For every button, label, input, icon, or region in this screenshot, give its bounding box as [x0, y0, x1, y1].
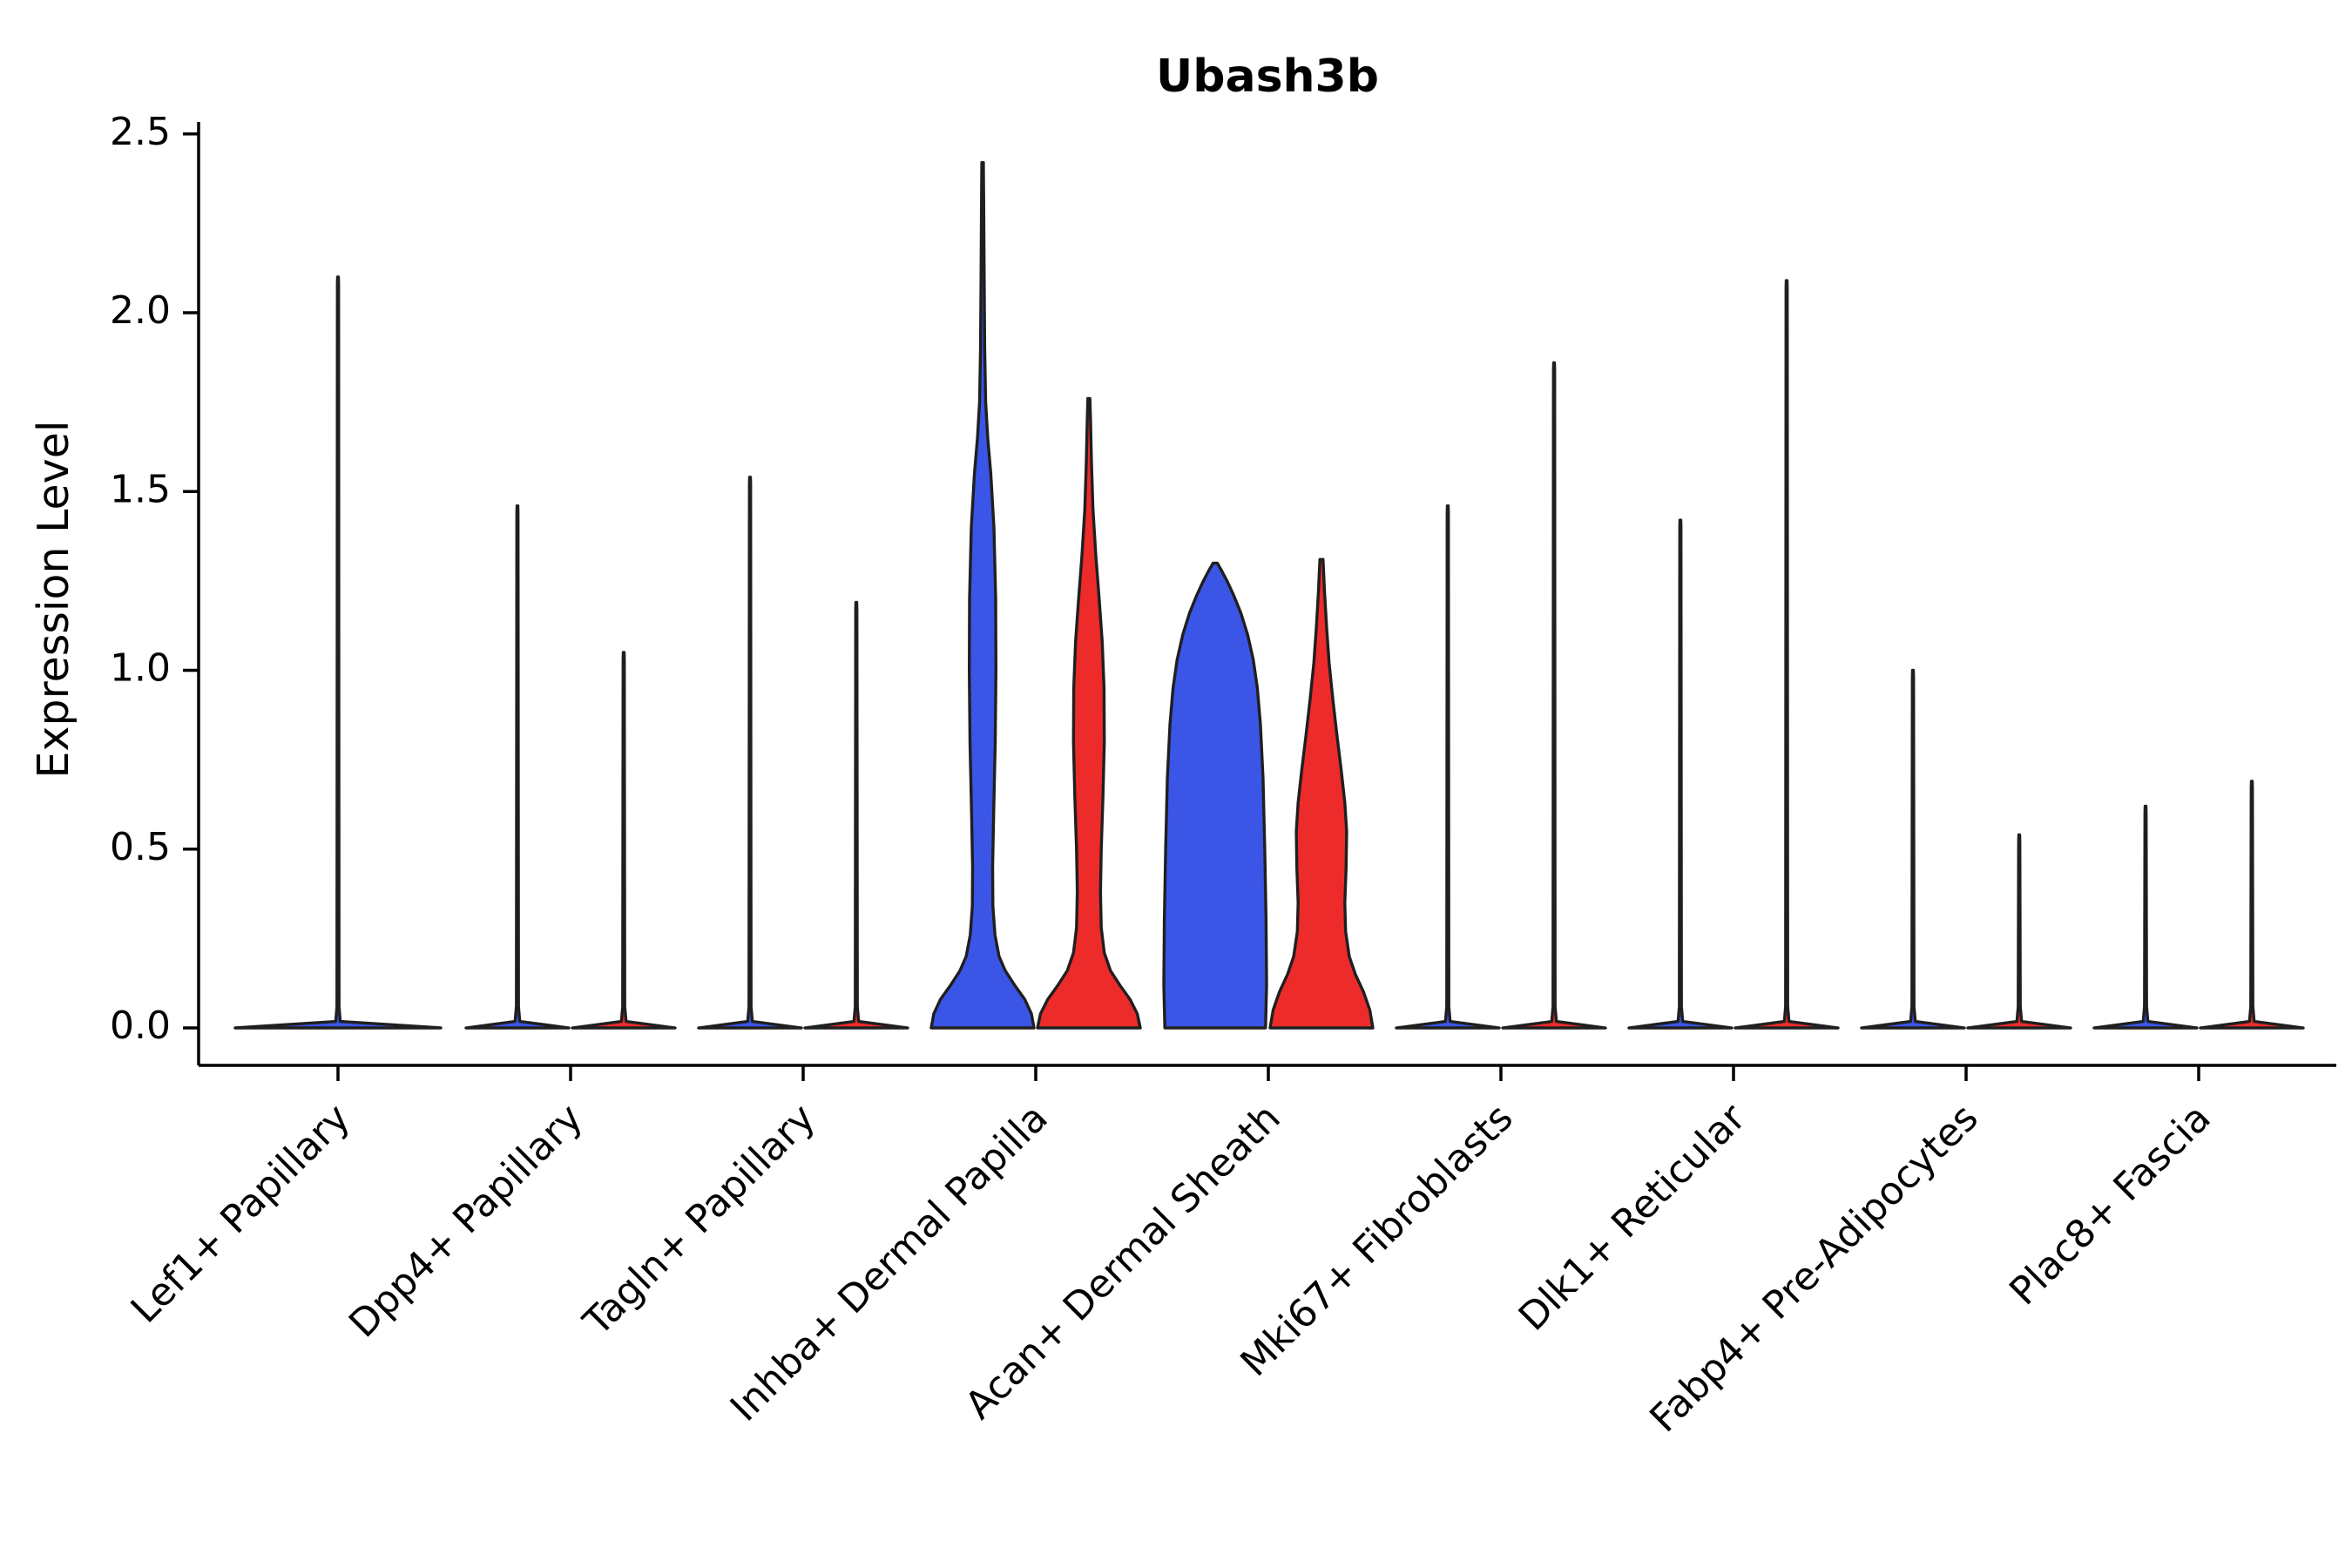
- y-tick-label: 2.5: [110, 110, 171, 154]
- violin-group-2-cat4: [1268, 558, 1375, 1030]
- violin-group-1-cat5: [1395, 504, 1501, 1030]
- violin-group-1-cat2: [697, 476, 803, 1030]
- violin-group-1-cat3: [929, 160, 1036, 1030]
- violin-group-1-cat0: [233, 275, 443, 1030]
- violins: [233, 160, 2305, 1030]
- violin-group-1-cat1: [464, 504, 571, 1030]
- violin-group-2-cat6: [1734, 279, 1840, 1030]
- y-tick-label: 2.0: [110, 288, 171, 333]
- violin-group-2-cat1: [571, 651, 677, 1030]
- y-axis-label: Expression Level: [29, 421, 78, 779]
- x-tick-label: Plac8+ Fascia: [2001, 1096, 2220, 1315]
- x-tick-label: Dlk1+ Reticular: [1511, 1095, 1755, 1340]
- y-tick-label: 1.5: [110, 467, 171, 511]
- violin-group-2-cat2: [803, 600, 909, 1030]
- axes: [183, 122, 2336, 1081]
- violin-group-2-cat7: [1966, 833, 2072, 1030]
- violin-group-1-cat6: [1627, 518, 1734, 1030]
- x-tick-label: Dpp4+ Papillary: [341, 1096, 591, 1347]
- violin-group-2-cat8: [2199, 780, 2305, 1030]
- y-tick-label: 0.0: [110, 1004, 171, 1048]
- chart-title: Ubash3b: [1156, 51, 1379, 103]
- violin-group-2-cat3: [1036, 396, 1142, 1030]
- violin-group-2-cat5: [1501, 361, 1607, 1030]
- violin-group-1-cat8: [2092, 804, 2199, 1030]
- y-tick-label: 1.0: [110, 646, 171, 691]
- y-tick-label: 0.5: [110, 825, 171, 869]
- x-tick-label: Lef1+ Papillary: [123, 1096, 359, 1332]
- violin-group-1-cat4: [1162, 561, 1268, 1030]
- x-tick-label: Tagln+ Papillary: [575, 1096, 824, 1345]
- violin-group-1-cat7: [1860, 668, 1966, 1030]
